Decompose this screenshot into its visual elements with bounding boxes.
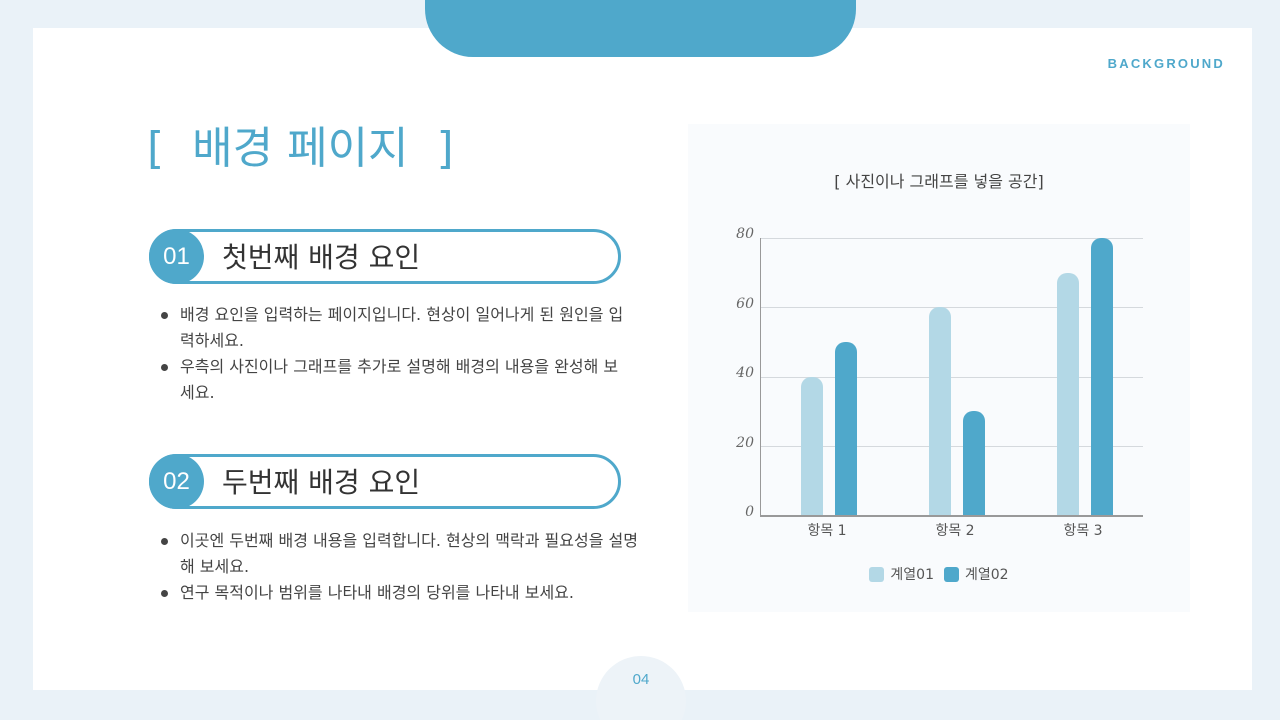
bar bbox=[1057, 272, 1079, 515]
bullet-item: 배경 요인을 입력하는 페이지입니다. 현상이 일어나게 된 원인을 입력하세요… bbox=[160, 302, 630, 354]
bar bbox=[835, 341, 857, 515]
factor-heading-01: 01 첫번째 배경 요인 bbox=[149, 229, 621, 284]
gridline-80 bbox=[760, 238, 1143, 239]
top-decorative-tab bbox=[425, 0, 856, 57]
y-tick-label: 20 bbox=[736, 435, 754, 451]
factor-01-bullets: 배경 요인을 입력하는 페이지입니다. 현상이 일어나게 된 원인을 입력하세요… bbox=[160, 302, 630, 406]
factor-number-badge: 01 bbox=[149, 229, 204, 284]
legend-swatch bbox=[869, 566, 885, 582]
legend-item-series-02: 계열02 bbox=[944, 564, 1009, 584]
factor-pill-outline bbox=[149, 229, 621, 284]
section-tag: BACKGROUND bbox=[1107, 56, 1225, 71]
bar bbox=[801, 376, 823, 515]
x-category-label: 항목 1 bbox=[807, 523, 847, 539]
y-tick-label: 60 bbox=[736, 296, 754, 312]
legend-item-series-01: 계열01 bbox=[869, 564, 934, 584]
factor-heading-02: 02 두번째 배경 요인 bbox=[149, 454, 621, 509]
legend-label: 계열02 bbox=[965, 567, 1009, 583]
x-category-label: 항목 3 bbox=[1063, 523, 1103, 539]
bar bbox=[1091, 238, 1113, 515]
x-category-label: 항목 2 bbox=[935, 523, 975, 539]
page-title: [ 배경 페이지 ] bbox=[147, 123, 454, 174]
gridline-40 bbox=[760, 377, 1143, 378]
page-number-badge bbox=[596, 656, 686, 720]
y-tick-label: 40 bbox=[736, 365, 754, 381]
factor-number-badge: 02 bbox=[149, 454, 204, 509]
factor-pill-outline bbox=[149, 454, 621, 509]
y-tick-label: 80 bbox=[736, 226, 754, 242]
legend-label: 계열01 bbox=[890, 567, 934, 583]
bar bbox=[963, 411, 985, 515]
y-axis bbox=[760, 238, 761, 516]
gridline-60 bbox=[760, 307, 1143, 308]
factor-title: 첫번째 배경 요인 bbox=[222, 241, 421, 274]
chart-legend: 계열01 계열02 bbox=[688, 564, 1190, 584]
chart-panel: [ 사진이나 그래프를 넣을 공간] 80 60 40 20 0 항목 1 항목… bbox=[688, 124, 1190, 612]
bullet-item: 이곳엔 두번째 배경 내용을 입력합니다. 현상의 맥락과 필요성을 설명해 보… bbox=[160, 528, 640, 580]
chart-placeholder-title: [ 사진이나 그래프를 넣을 공간] bbox=[834, 172, 1044, 191]
factor-02-bullets: 이곳엔 두번째 배경 내용을 입력합니다. 현상의 맥락과 필요성을 설명해 보… bbox=[160, 528, 640, 606]
bullet-item: 우측의 사진이나 그래프를 추가로 설명해 배경의 내용을 완성해 보세요. bbox=[160, 354, 630, 406]
gridline-20 bbox=[760, 446, 1143, 447]
bar bbox=[929, 307, 951, 515]
page-number: 04 bbox=[632, 671, 650, 688]
factor-title: 두번째 배경 요인 bbox=[222, 466, 421, 499]
legend-swatch bbox=[944, 566, 959, 582]
y-tick-label: 0 bbox=[745, 504, 754, 520]
x-axis bbox=[760, 515, 1143, 517]
bullet-item: 연구 목적이나 범위를 나타내 배경의 당위를 나타내 보세요. bbox=[160, 580, 640, 606]
